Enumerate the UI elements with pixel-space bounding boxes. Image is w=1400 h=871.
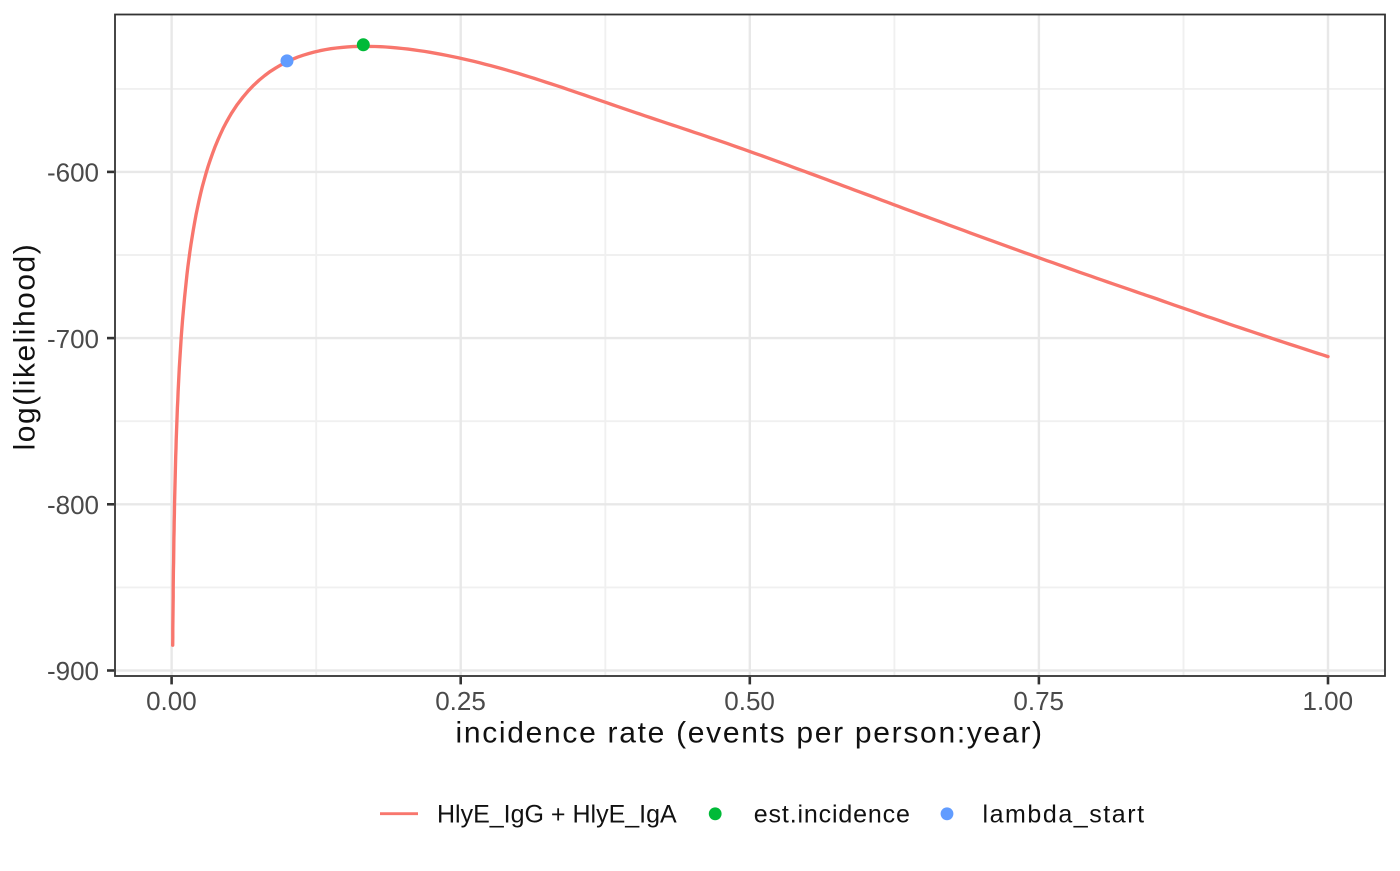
svg-text:0.25: 0.25 xyxy=(435,686,486,716)
svg-text:est.incidence: est.incidence xyxy=(754,800,911,828)
svg-text:log(likelihood): log(likelihood) xyxy=(8,243,41,451)
svg-text:-800: -800 xyxy=(47,490,99,520)
svg-text:0.75: 0.75 xyxy=(1013,686,1064,716)
svg-text:HlyE_IgG + HlyE_IgA: HlyE_IgG + HlyE_IgA xyxy=(437,800,677,828)
svg-text:0.00: 0.00 xyxy=(146,686,197,716)
svg-text:incidence rate (events per per: incidence rate (events per person:year) xyxy=(455,716,1043,749)
svg-text:-700: -700 xyxy=(47,324,99,354)
svg-text:-900: -900 xyxy=(47,656,99,686)
svg-text:lambda_start: lambda_start xyxy=(983,800,1146,828)
svg-text:-600: -600 xyxy=(47,158,99,188)
svg-text:1.00: 1.00 xyxy=(1302,686,1353,716)
svg-text:0.50: 0.50 xyxy=(724,686,775,716)
